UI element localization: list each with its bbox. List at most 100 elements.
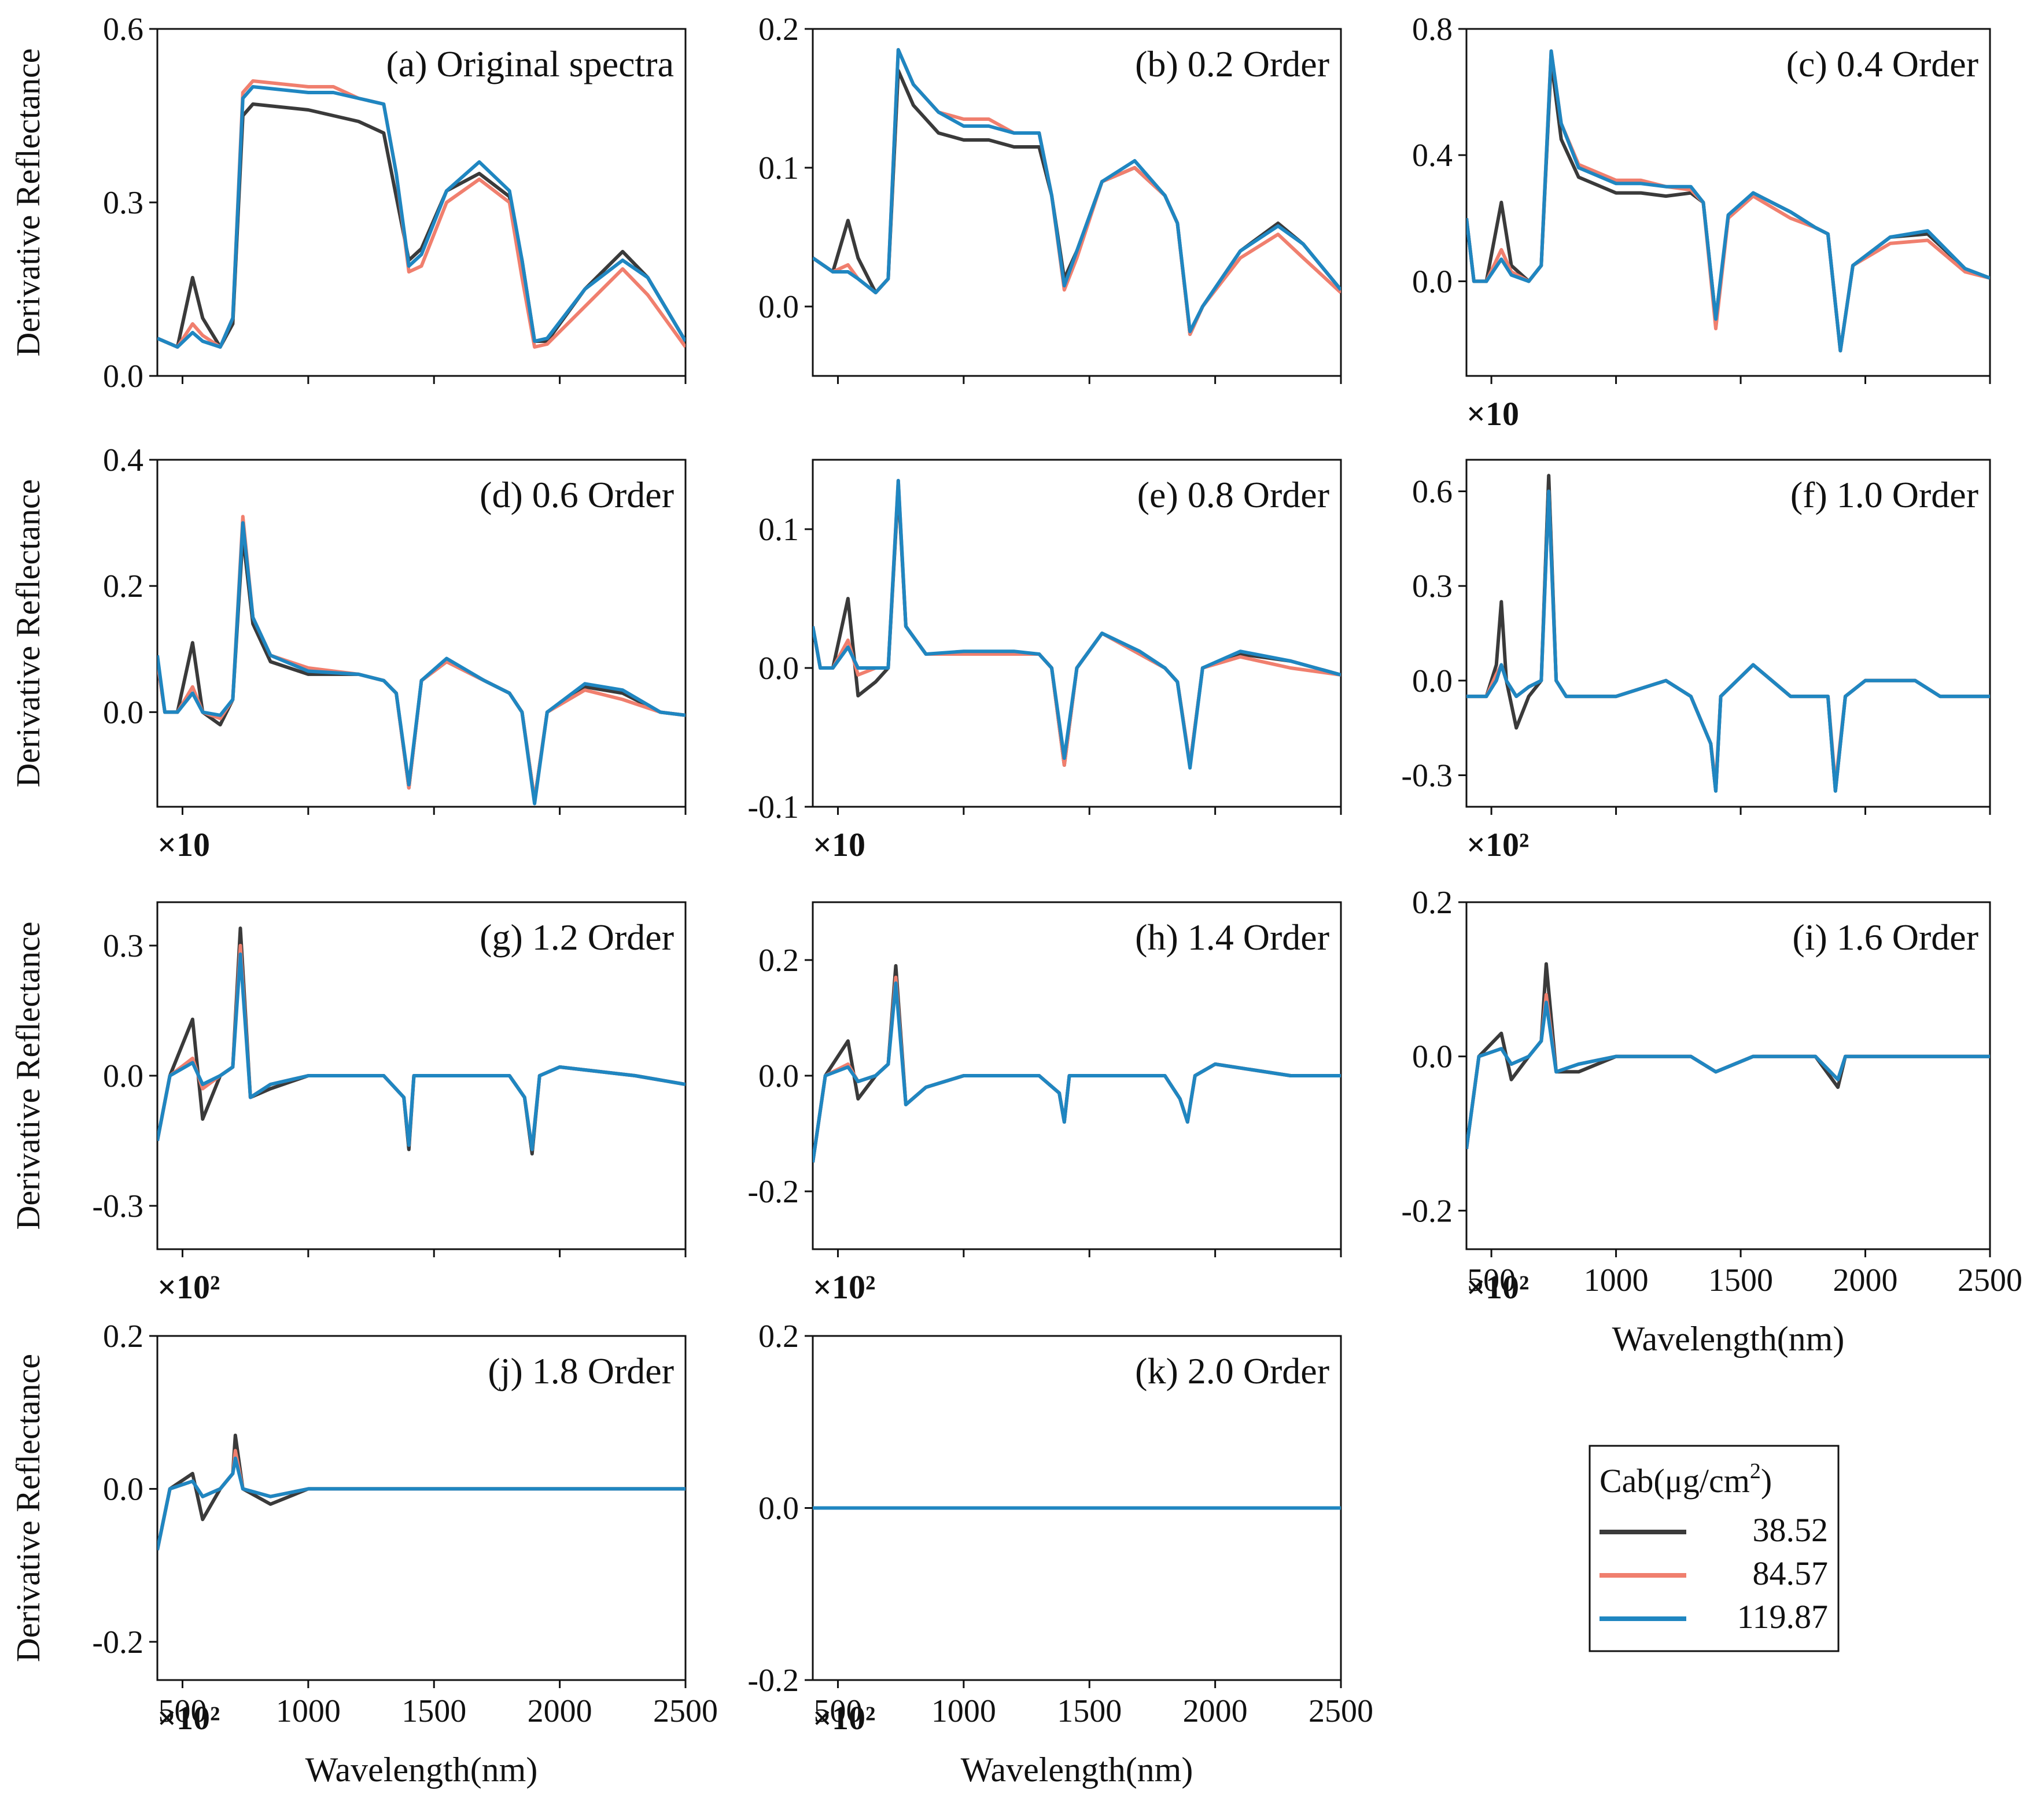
- plot-frame: [812, 28, 1342, 377]
- y-tick-label: 0.0: [103, 695, 143, 730]
- x-tick-label: 500: [158, 1693, 207, 1729]
- legend-title-sup: 2: [1750, 1459, 1761, 1483]
- series-line-38.52: [813, 964, 1341, 1163]
- x-tick-label: 2500: [653, 1693, 718, 1729]
- y-tick-label: 0.0: [1412, 264, 1453, 300]
- series-group: [1466, 474, 1990, 793]
- panel-c: 0.0 0.4 0.8 (c) 0.4 Order ×10: [1412, 12, 1991, 433]
- y-tick-label: 0.4: [103, 442, 143, 478]
- axis-multiplier: ×10²: [813, 1268, 875, 1306]
- panel-h: -0.2 0.0 0.2 (h) 1.4 Order ×10²: [747, 901, 1342, 1306]
- series-line-38.52: [157, 533, 686, 803]
- y-tick-label: 0.0: [758, 1058, 799, 1094]
- y-tick-label: 0.0: [758, 289, 799, 325]
- axis-multiplier: ×10: [157, 826, 210, 863]
- y-tick-label: 0.0: [1412, 1039, 1453, 1075]
- series-group: [157, 79, 686, 349]
- series-group: [813, 479, 1341, 770]
- legend-entry-label: 38.52: [1753, 1511, 1829, 1549]
- y-tick-label: -0.2: [92, 1625, 143, 1660]
- x-axis-label: Wavelength(nm): [1612, 1320, 1845, 1358]
- panel-b: 0.0 0.1 0.2 (b) 0.2 Order: [758, 12, 1342, 384]
- panel-d: 0.0 0.2 0.4 (d) 0.6 Order ×10 Derivative Refl…: [9, 442, 687, 863]
- axis-multiplier: ×10²: [157, 1268, 220, 1306]
- legend-title-end: ): [1761, 1462, 1772, 1500]
- y-tick-label: -0.2: [747, 1174, 799, 1210]
- y-axis-label: Derivative Reflectance: [9, 49, 47, 357]
- plot-frame: [156, 1335, 687, 1681]
- series-line-119.87: [813, 981, 1341, 1163]
- series-line-119.87: [1466, 1001, 1990, 1150]
- legend-entry-label: 84.57: [1753, 1555, 1829, 1592]
- y-axis-label: Derivative Reflectance: [9, 479, 47, 788]
- y-tick-label: 0.6: [1412, 474, 1453, 510]
- y-tick-label: 0.2: [758, 1319, 799, 1354]
- y-tick-label: 0.4: [1412, 138, 1453, 173]
- plot-frame: [1465, 901, 1991, 1250]
- panel-title: (k) 2.0 Order: [1135, 1350, 1329, 1391]
- panel-k: 500 1000 1500 2000 2500 -0.2 0.0 0.2 (k) 2.0 Ord…: [747, 1319, 1373, 1789]
- series-line-119.87: [157, 1456, 686, 1550]
- panel-j: 500 1000 1500 2000 2500 -0.2 0.0 0.2 (j) 1.8 Ord…: [9, 1319, 718, 1789]
- plot-frame: [1465, 28, 1991, 377]
- panel-title: (g) 1.2 Order: [480, 917, 674, 958]
- y-tick-label: 0.1: [758, 512, 799, 548]
- panel-title: (a) Original spectra: [386, 43, 674, 84]
- x-tick-label: 1500: [401, 1693, 466, 1729]
- x-tick-label: 500: [813, 1693, 862, 1729]
- series-line-119.87: [813, 479, 1341, 770]
- y-tick-label: 0.8: [1412, 12, 1453, 47]
- panel-a: 0.0 0.3 0.6 (a) Original spectra Derivative …: [9, 12, 687, 394]
- y-tick-label: 0.0: [758, 651, 799, 686]
- x-axis-label: Wavelength(nm): [305, 1751, 538, 1789]
- x-tick-label: 1000: [931, 1693, 996, 1729]
- series-line-119.87: [157, 521, 686, 806]
- plot-frame: [156, 459, 687, 808]
- y-axis-label: Derivative Reflectance: [9, 1354, 47, 1662]
- panel-title: (i) 1.6 Order: [1792, 917, 1978, 958]
- x-tick-label: 1500: [1057, 1693, 1122, 1729]
- legend-entry-label: 119.87: [1737, 1598, 1828, 1636]
- panel-title: (f) 1.0 Order: [1790, 474, 1978, 515]
- y-tick-label: 0.0: [103, 359, 143, 394]
- y-tick-label: -0.3: [92, 1188, 143, 1224]
- y-tick-label: 0.2: [1412, 885, 1453, 921]
- axis-multiplier: ×10: [813, 826, 865, 863]
- y-tick-label: -0.1: [747, 789, 799, 825]
- panel-e: -0.1 0.0 0.1 (e) 0.8 Order ×10: [747, 459, 1342, 863]
- y-tick-label: -0.3: [1401, 758, 1453, 793]
- panel-g: -0.3 0.0 0.3 (g) 1.2 Order ×10² Derivative Re…: [9, 901, 687, 1306]
- x-tick-label: 2000: [1183, 1693, 1248, 1729]
- series-line-119.87: [813, 48, 1341, 334]
- series-group: [157, 926, 686, 1156]
- y-tick-label: 0.0: [758, 1491, 799, 1527]
- x-tick-label: 2500: [1958, 1262, 2022, 1298]
- series-group: [157, 1433, 686, 1550]
- plot-frame: [1465, 459, 1991, 808]
- axis-multiplier: ×10²: [157, 1699, 220, 1737]
- y-tick-label: 0.3: [1412, 568, 1453, 604]
- axis-multiplier: ×10²: [1466, 826, 1529, 863]
- axis-multiplier: ×10²: [813, 1699, 875, 1737]
- x-tick-label: 1000: [1584, 1262, 1649, 1298]
- axis-multiplier: ×10²: [1466, 1268, 1529, 1306]
- x-tick-label: 2000: [528, 1693, 592, 1729]
- series-group: [813, 964, 1341, 1163]
- y-tick-label: 0.1: [758, 150, 799, 186]
- series-line-119.87: [157, 953, 686, 1151]
- y-tick-label: 0.3: [103, 185, 143, 221]
- series-line-38.52: [157, 926, 686, 1156]
- series-group: [1466, 49, 1990, 353]
- axis-multiplier: ×10: [1466, 395, 1519, 433]
- panel-title: (c) 0.4 Order: [1786, 43, 1978, 84]
- panel-title: (j) 1.8 Order: [488, 1350, 674, 1391]
- x-axis-label: Wavelength(nm): [961, 1751, 1193, 1789]
- panel-i: 500 1000 1500 2000 2500 -0.2 0.0 0.2 (i) 1.6 Ord…: [1401, 885, 2022, 1358]
- x-tick-label: 500: [1467, 1262, 1516, 1298]
- panel-title: (b) 0.2 Order: [1135, 43, 1329, 84]
- y-tick-label: 0.2: [758, 12, 799, 47]
- series-group: [813, 48, 1341, 336]
- y-tick-label: -0.2: [1401, 1193, 1453, 1229]
- y-tick-label: 0.0: [103, 1471, 143, 1507]
